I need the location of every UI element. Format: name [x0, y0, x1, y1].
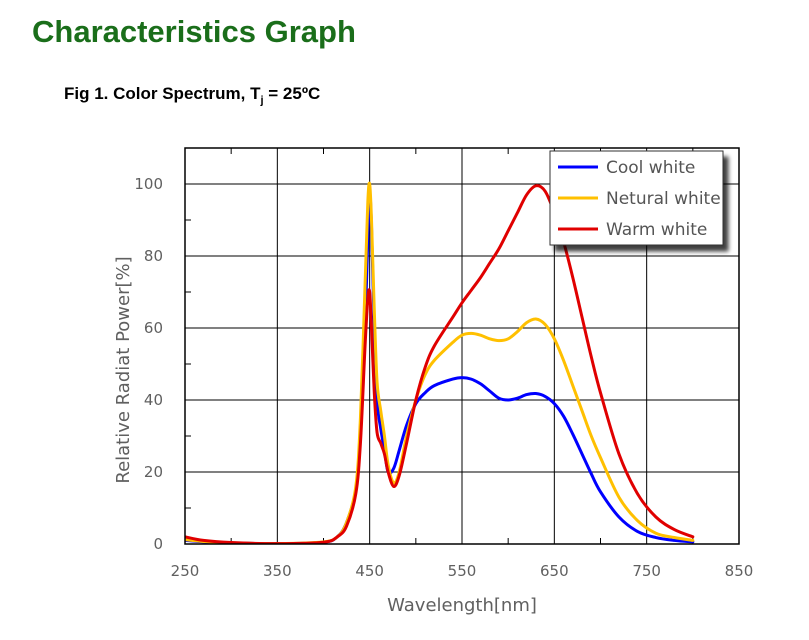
- y-tick-label: 40: [144, 391, 163, 409]
- x-tick-labels: 250 350 450 550 650 750 850: [171, 562, 754, 580]
- series-line-warm-white: [185, 184, 695, 544]
- y-tick-label: 100: [134, 175, 163, 193]
- plot-border: [184, 147, 740, 545]
- y-tick-label: 0: [153, 535, 163, 553]
- y-axis-title: Relative Radiat Power[%]: [113, 256, 134, 483]
- page-heading: Characteristics Graph: [32, 14, 356, 49]
- x-tick-label: 850: [725, 562, 754, 580]
- x-tick-label: 750: [632, 562, 661, 580]
- caption-subscript: j: [260, 94, 264, 107]
- x-axis-title: Wavelength[nm]: [387, 595, 537, 616]
- x-tick-label: 450: [355, 562, 384, 580]
- y-tick-labels: 0 20 40 60 80 100: [134, 175, 163, 553]
- y-tick-label: 80: [144, 247, 163, 265]
- series-lines: [185, 181, 695, 544]
- x-tick-label: 350: [263, 562, 292, 580]
- y-tick-label: 60: [144, 319, 163, 337]
- caption-suffix: = 25ºC: [263, 84, 321, 103]
- legend-label-cool-white: Cool white: [606, 158, 695, 178]
- legend-label-netural-white: Netural white: [606, 189, 721, 209]
- caption-prefix: Fig 1. Color Spectrum, T: [64, 84, 261, 103]
- x-tick-label: 250: [171, 562, 200, 580]
- y-tick-label: 20: [144, 463, 163, 481]
- x-tick-label: 550: [448, 562, 477, 580]
- x-tick-label: 650: [540, 562, 569, 580]
- legend-label-warm-white: Warm white: [606, 220, 707, 240]
- figure-caption: Fig 1. Color Spectrum, Tj = 25ºC: [64, 84, 320, 106]
- legend: Cool white Netural white Warm white: [549, 150, 724, 246]
